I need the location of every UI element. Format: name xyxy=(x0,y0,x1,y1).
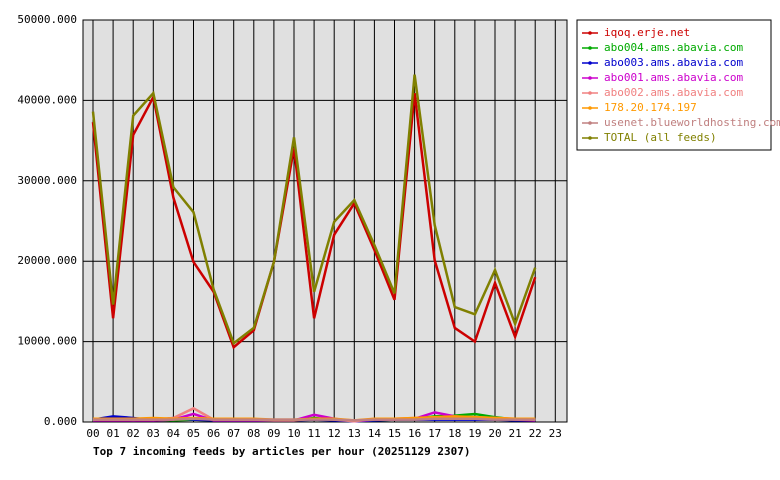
legend-marker xyxy=(588,121,592,125)
y-tick-label: 20000.000 xyxy=(17,254,77,267)
x-tick-label: 06 xyxy=(207,427,220,440)
x-tick-label: 11 xyxy=(307,427,320,440)
legend xyxy=(576,19,772,151)
legend-marker xyxy=(588,91,592,95)
legend-label: abo004.ams.abavia.com xyxy=(604,41,743,54)
legend-label: abo001.ams.abavia.com xyxy=(604,71,743,84)
chart-title: Top 7 incoming feeds by articles per hou… xyxy=(93,445,471,458)
x-tick-label: 15 xyxy=(388,427,401,440)
x-tick-label: 00 xyxy=(86,427,99,440)
y-tick-label: 40000.000 xyxy=(17,93,77,106)
x-tick-label: 13 xyxy=(348,427,361,440)
x-tick-label: 03 xyxy=(147,427,160,440)
x-tick-label: 20 xyxy=(488,427,501,440)
x-tick-label: 07 xyxy=(227,427,240,440)
legend-label: usenet.blueworldhosting.com xyxy=(604,116,780,129)
legend-label: iqoq.erje.net xyxy=(604,26,690,39)
x-tick-label: 21 xyxy=(508,427,521,440)
plot-area xyxy=(82,19,568,423)
y-tick-label: 50000.000 xyxy=(17,13,77,26)
x-tick-label: 05 xyxy=(187,427,200,440)
x-tick-label: 22 xyxy=(529,427,542,440)
series-line xyxy=(91,74,537,346)
series-line xyxy=(93,417,536,422)
x-tick-label: 14 xyxy=(368,427,382,440)
legend-marker xyxy=(588,31,592,35)
y-tick-label: 0.000 xyxy=(44,415,77,428)
x-tick-label: 17 xyxy=(428,427,441,440)
legend-marker xyxy=(588,136,592,140)
legend-label: 178.20.174.197 xyxy=(604,101,697,114)
legend-marker xyxy=(588,106,592,110)
x-tick-label: 02 xyxy=(127,427,140,440)
x-tick-label: 18 xyxy=(448,427,461,440)
series-line xyxy=(91,93,537,350)
legend-label: TOTAL (all feeds) xyxy=(604,131,717,144)
x-tick-label: 01 xyxy=(106,427,119,440)
x-tick-label: 04 xyxy=(167,427,181,440)
x-tick-label: 12 xyxy=(328,427,341,440)
y-tick-label: 30000.000 xyxy=(17,174,77,187)
x-tick-label: 23 xyxy=(549,427,562,440)
legend-marker xyxy=(588,76,592,80)
legend-marker xyxy=(588,46,592,50)
legend-label: abo003.ams.abavia.com xyxy=(604,56,743,69)
y-tick-label: 10000.000 xyxy=(17,335,77,348)
x-tick-label: 16 xyxy=(408,427,421,440)
x-tick-label: 08 xyxy=(247,427,260,440)
x-tick-label: 09 xyxy=(267,427,280,440)
x-tick-label: 10 xyxy=(287,427,300,440)
legend-marker xyxy=(588,61,592,65)
x-tick-label: 19 xyxy=(468,427,481,440)
legend-label: abo002.ams.abavia.com xyxy=(604,86,743,99)
